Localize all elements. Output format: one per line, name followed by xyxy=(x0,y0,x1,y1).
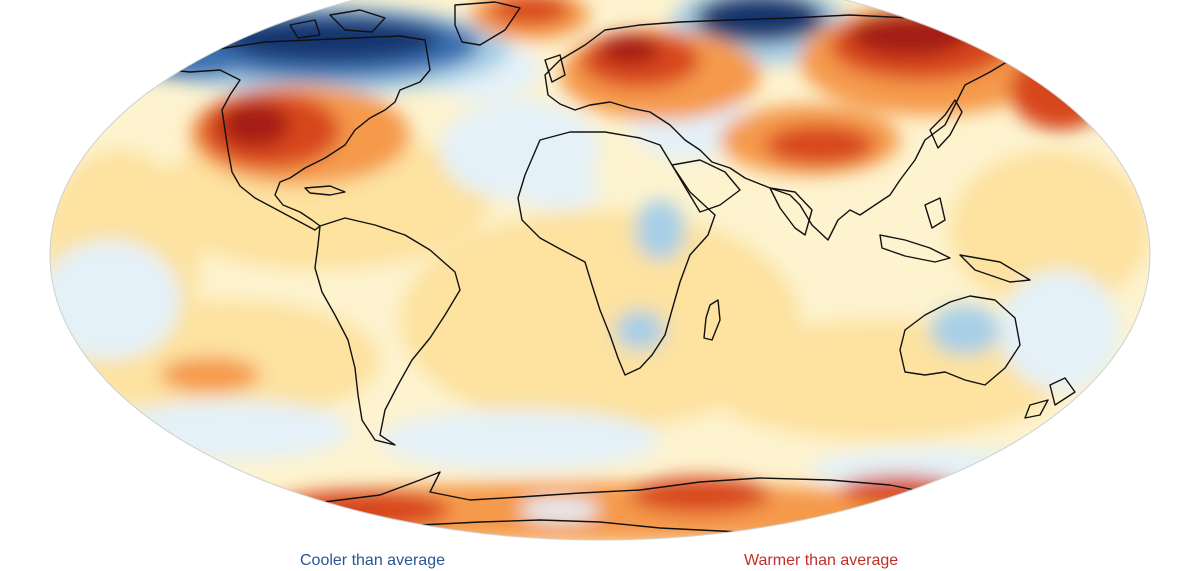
coastline-segment xyxy=(671,159,741,213)
coastline-segment xyxy=(289,19,321,39)
anomaly-blob xyxy=(765,125,875,165)
anomaly-blob xyxy=(400,210,800,430)
anomaly-blob xyxy=(520,498,600,522)
coastline-segment xyxy=(544,54,566,83)
anomaly-blob xyxy=(840,475,960,505)
legend-cooler-label: Cooler than average xyxy=(300,552,445,569)
coastline-segment xyxy=(924,197,946,229)
anomaly-blob xyxy=(490,0,570,25)
north-america-outline xyxy=(149,35,431,231)
antarctica-outline xyxy=(259,471,941,533)
anomaly-blob xyxy=(50,240,180,360)
anomaly-field xyxy=(50,0,1150,540)
anomaly-blob xyxy=(695,0,825,43)
anomaly-blob xyxy=(270,490,450,530)
anomaly-blob xyxy=(600,35,660,65)
legend-warmer-label: Warmer than average xyxy=(744,552,899,569)
coastlines xyxy=(149,1,1076,533)
madagascar-outline xyxy=(703,299,721,341)
coastline-segment xyxy=(329,9,386,33)
anomaly-blob xyxy=(635,200,685,260)
coastline-segment xyxy=(1049,377,1076,406)
africa-outline xyxy=(517,131,716,376)
coastline-segment xyxy=(1024,399,1049,419)
anomaly-blob xyxy=(110,400,350,460)
anomaly-blob xyxy=(1000,270,1120,390)
eurasia-outline xyxy=(544,14,1011,241)
coastline-segment xyxy=(769,187,813,236)
anomaly-blob xyxy=(1010,50,1110,130)
anomaly-blob xyxy=(380,410,660,470)
anomaly-blob xyxy=(950,150,1150,310)
anomaly-blob xyxy=(520,170,600,210)
anomaly-blob xyxy=(160,357,260,393)
south-america-outline xyxy=(314,217,461,446)
greenland-outline xyxy=(454,1,521,46)
coastline-segment xyxy=(879,234,951,263)
globe-outline xyxy=(49,0,1151,541)
coastline-segment xyxy=(304,185,346,196)
coastline-segment xyxy=(929,99,963,149)
australia-outline xyxy=(899,295,1021,386)
anomaly-blob xyxy=(615,310,665,350)
anomaly-blob xyxy=(930,305,1000,355)
anomaly-blob xyxy=(220,103,290,147)
anomaly-blob xyxy=(220,18,440,62)
coastline-segment xyxy=(959,254,1031,283)
